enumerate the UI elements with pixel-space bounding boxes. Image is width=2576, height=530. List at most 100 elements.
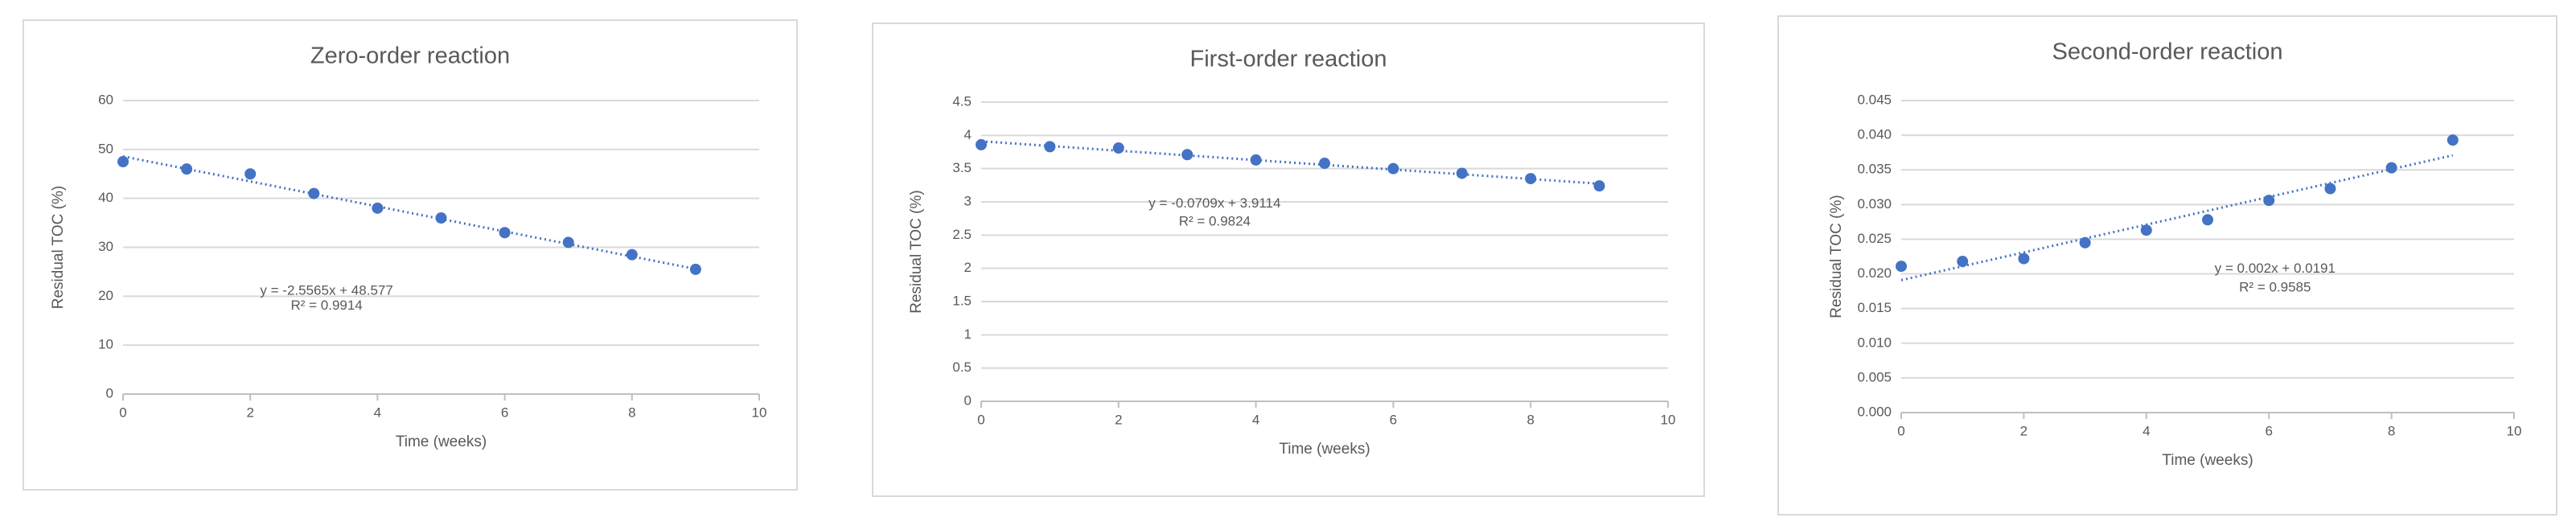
trendline-equation: y = 0.002x + 0.0191 [2215,261,2336,276]
data-point [2140,224,2152,236]
data-point [1387,162,1399,175]
y-tick-label: 0.020 [1857,265,1892,281]
chart-title: Zero-order reaction [310,43,510,69]
chart-title: Second-order reaction [2052,39,2283,65]
data-point [499,227,511,239]
y-tick-label: 3 [964,193,972,208]
data-point [1319,158,1330,170]
y-tick-label: 0.005 [1857,369,1892,384]
x-tick-label: 0 [119,405,126,420]
data-point [2079,236,2091,249]
y-tick-label: 1 [964,327,972,342]
data-point [1593,180,1605,192]
data-point [1044,141,1056,153]
y-axis-title: Residual TOC (%) [1828,195,1845,318]
y-tick-label: 0.045 [1857,92,1892,107]
data-point [2202,214,2213,226]
x-tick-label: 2 [1115,412,1122,427]
y-tick-label: 0.5 [952,359,972,375]
data-point [1896,261,1907,273]
x-tick-label: 2 [2020,423,2028,438]
x-tick-label: 2 [246,405,253,420]
trendline-equation: y = -0.0709x + 3.9114 [1148,195,1280,211]
y-axis-title: Residual TOC (%) [50,186,67,309]
y-tick-label: 0.010 [1857,335,1892,350]
data-point [1250,154,1262,166]
data-point [244,168,257,180]
data-point [689,263,701,275]
y-tick-label: 60 [98,92,113,107]
trendline-r-squared: R² = 0.9914 [290,298,362,313]
x-tick-label: 0 [977,412,984,427]
x-axis-title: Time (weeks) [2162,452,2253,469]
x-tick-label: 4 [2143,423,2150,438]
data-point [2447,134,2459,146]
y-tick-label: 20 [98,288,113,303]
y-tick-label: 0.040 [1857,127,1892,142]
y-tick-label: 30 [98,239,113,254]
y-tick-label: 10 [98,337,113,352]
chart-frame [872,23,1705,497]
x-tick-label: 4 [1252,412,1259,427]
data-point [2385,162,2397,174]
x-tick-label: 8 [1526,412,1534,427]
data-point [626,249,638,261]
data-point [562,236,574,249]
data-point [117,156,129,168]
data-point [2018,253,2030,265]
data-point [181,163,193,175]
x-tick-label: 6 [501,405,508,420]
trendline-equation: y = -2.5565x + 48.577 [260,283,392,298]
x-axis-title: Time (weeks) [396,433,487,450]
x-tick-label: 8 [628,405,635,420]
trendline-r-squared: R² = 0.9824 [1179,213,1251,228]
y-tick-label: 0 [106,385,113,401]
data-point [1957,256,1969,268]
x-tick-label: 10 [2507,423,2522,438]
y-tick-label: 0 [964,392,972,408]
x-tick-label: 8 [2388,423,2395,438]
y-tick-label: 40 [98,190,113,205]
y-tick-label: 50 [98,141,113,156]
chart-title: First-order reaction [1190,47,1387,72]
data-point [1456,167,1468,179]
y-tick-label: 4.5 [952,93,972,109]
chart: Second-order reaction 0.000 0.005 0.010 0.01… [1777,15,2558,516]
y-tick-label: 2 [964,260,972,275]
trendline-r-squared: R² = 0.9585 [2239,279,2311,294]
chart-frame [1777,15,2558,516]
data-point [2324,183,2336,195]
y-axis-title: Residual TOC (%) [908,190,925,313]
trendline [122,155,696,270]
data-point [976,138,987,150]
y-tick-label: 4 [964,127,972,142]
y-tick-label: 0.015 [1857,300,1892,315]
data-point [308,187,320,199]
x-axis-title: Time (weeks) [1279,441,1370,458]
x-tick-label: 0 [1897,423,1904,438]
y-tick-label: 1.5 [952,293,972,308]
data-point [1112,142,1124,154]
x-tick-label: 10 [1661,412,1676,427]
x-tick-label: 10 [752,405,767,420]
y-tick-label: 0.025 [1857,231,1892,246]
data-point [435,212,447,224]
chart-frame [23,19,798,491]
x-tick-label: 6 [2265,423,2272,438]
x-tick-label: 4 [374,405,381,420]
data-point [1525,173,1537,185]
data-point [2263,195,2275,207]
chart: Zero-order reaction 0 10 20 30 40 50 60 0 2 4 6 8 10 T… [23,19,798,491]
data-point [1181,149,1194,161]
y-tick-label: 2.5 [952,227,972,242]
y-tick-label: 0.030 [1857,196,1892,212]
y-tick-label: 0.000 [1857,404,1892,419]
x-tick-label: 6 [1390,412,1397,427]
data-point [372,202,384,214]
y-tick-label: 3.5 [952,160,972,175]
chart: First-order reaction 0 0.5 1 1.5 2 2.5 3 3.5 4 4.5… [872,23,1705,497]
y-tick-label: 0.035 [1857,162,1892,177]
trendline [980,140,1600,185]
